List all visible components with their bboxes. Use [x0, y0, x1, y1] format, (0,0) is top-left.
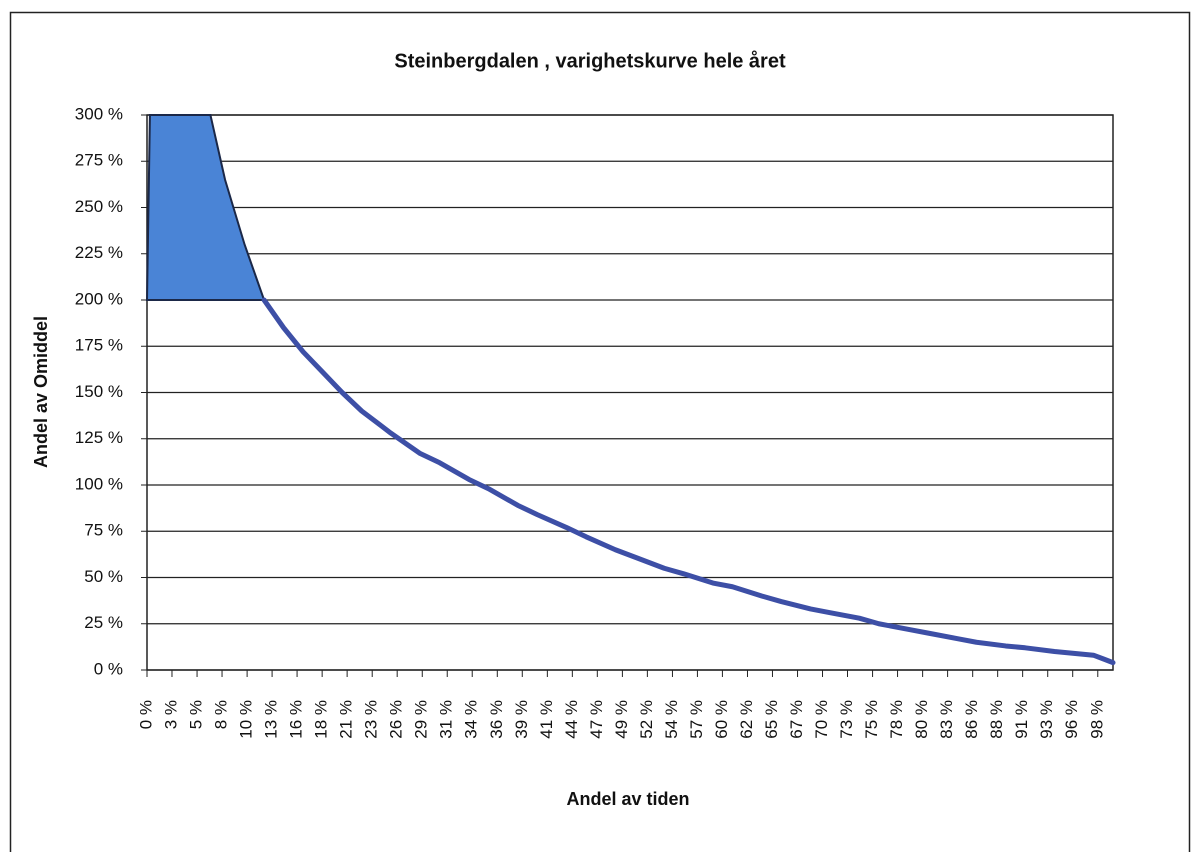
y-tick-label: 50 %	[84, 567, 123, 586]
x-tick-label: 18 %	[312, 700, 331, 739]
x-tick-label: 60 %	[712, 700, 731, 739]
x-tick-label: 70 %	[812, 700, 831, 739]
x-tick-label: 88 %	[987, 700, 1006, 739]
y-tick-label: 250 %	[75, 197, 123, 216]
y-tick-label: 75 %	[84, 521, 123, 540]
x-tick-label: 3 %	[161, 700, 180, 729]
x-tick-label: 80 %	[912, 700, 931, 739]
x-tick-label: 8 %	[212, 700, 231, 729]
y-tick-label: 0 %	[94, 659, 123, 678]
y-tick-label: 175 %	[75, 336, 123, 355]
x-tick-label: 47 %	[587, 700, 606, 739]
y-axis-title: Andel av Omiddel	[31, 316, 51, 468]
y-tick-label: 100 %	[75, 474, 123, 493]
x-tick-label: 73 %	[837, 700, 856, 739]
x-tick-label: 44 %	[562, 700, 581, 739]
y-tick-label: 150 %	[75, 382, 123, 401]
y-tick-label: 200 %	[75, 289, 123, 308]
x-tick-label: 26 %	[387, 700, 406, 739]
x-tick-label: 23 %	[362, 700, 381, 739]
y-tick-label: 275 %	[75, 151, 123, 170]
x-tick-label: 78 %	[887, 700, 906, 739]
x-tick-label: 10 %	[237, 700, 256, 739]
x-tick-label: 83 %	[937, 700, 956, 739]
x-tick-label: 96 %	[1062, 700, 1081, 739]
x-tick-label: 0 %	[136, 700, 155, 729]
x-axis-title: Andel av tiden	[566, 789, 689, 809]
x-tick-label: 98 %	[1087, 700, 1106, 739]
x-tick-label: 65 %	[762, 700, 781, 739]
x-tick-label: 75 %	[862, 700, 881, 739]
x-tick-label: 52 %	[637, 700, 656, 739]
y-tick-label: 300 %	[75, 104, 123, 123]
y-tick-label: 125 %	[75, 428, 123, 447]
x-tick-label: 5 %	[187, 700, 206, 729]
x-tick-label: 91 %	[1012, 700, 1031, 739]
x-tick-label: 86 %	[962, 700, 981, 739]
chart-title: Steinbergdalen , varighetskurve hele åre…	[394, 49, 786, 72]
x-tick-label: 16 %	[287, 700, 306, 739]
x-tick-label: 62 %	[737, 700, 756, 739]
y-tick-label: 25 %	[84, 613, 123, 632]
x-tick-label: 54 %	[662, 700, 681, 739]
x-tick-label: 93 %	[1037, 700, 1056, 739]
x-tick-label: 67 %	[787, 700, 806, 739]
x-tick-label: 31 %	[437, 700, 456, 739]
x-tick-label: 34 %	[462, 700, 481, 739]
x-tick-label: 57 %	[687, 700, 706, 739]
x-tick-label: 41 %	[537, 700, 556, 739]
x-tick-label: 29 %	[412, 700, 431, 739]
x-tick-label: 21 %	[337, 700, 356, 739]
y-tick-label: 225 %	[75, 243, 123, 262]
x-tick-label: 49 %	[612, 700, 631, 739]
x-tick-label: 36 %	[487, 700, 506, 739]
chart-frame	[9, 11, 1191, 852]
x-tick-label: 39 %	[512, 700, 531, 739]
line	[261, 297, 1116, 666]
x-tick-label: 13 %	[262, 700, 281, 739]
